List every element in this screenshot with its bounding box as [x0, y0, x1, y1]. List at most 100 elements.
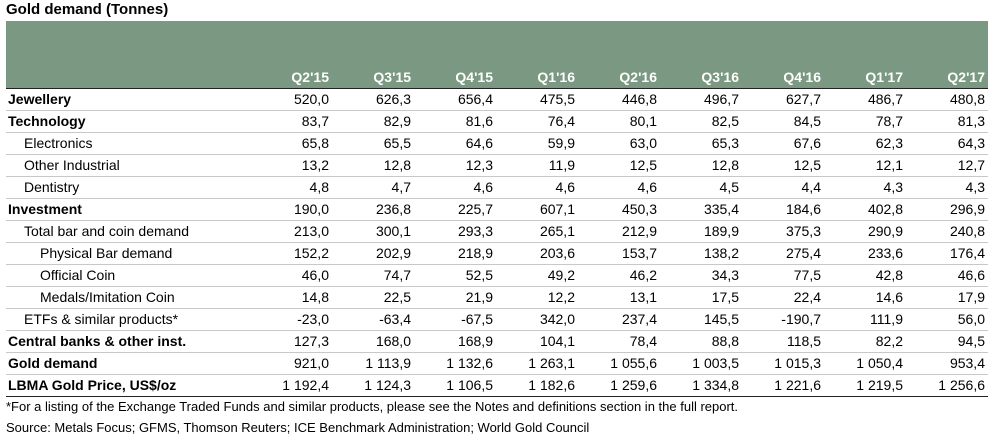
cell-value: 296,9 — [949, 201, 985, 217]
table-row: Electronics 65,8 65,5 64,6 59,9 63,0 65,3 67,6 6… — [6, 133, 988, 155]
cell-value: 153,7 — [621, 245, 657, 261]
cell-value: 118,5 — [787, 333, 821, 349]
gold-demand-table: Jewellery 520,0 626,3 656,4 475,5 446,8 496,7 6… — [6, 88, 988, 397]
table-header-band — [6, 21, 988, 88]
cell-value: 4,3 — [883, 179, 903, 195]
cell-value: 74,7 — [383, 267, 411, 283]
cell-value: 4,7 — [391, 179, 411, 195]
row-label: Other Industrial — [24, 157, 120, 173]
cell-value: 402,8 — [867, 201, 903, 217]
cell-value: 12,1 — [875, 157, 903, 173]
cell-value: 475,5 — [539, 91, 575, 107]
cell-value: 1 113,9 — [365, 355, 411, 371]
cell-value: 656,4 — [457, 91, 493, 107]
table-row: Investment 190,0 236,8 225,7 607,1 450,3 335,4… — [6, 198, 988, 221]
cell-value: 152,2 — [293, 245, 329, 261]
cell-value: 203,6 — [539, 245, 575, 261]
column-header: Q1'17 — [865, 69, 903, 85]
cell-value: 1 334,8 — [692, 377, 739, 393]
cell-value: 1 015,3 — [774, 355, 821, 371]
cell-value: 12,5 — [793, 157, 821, 173]
row-label: Electronics — [24, 135, 93, 151]
cell-value: 14,8 — [301, 289, 329, 305]
cell-value: 176,4 — [949, 245, 985, 261]
header-label-spacer — [6, 66, 250, 88]
cell-value: 62,3 — [875, 135, 903, 151]
cell-value: 13,2 — [301, 157, 329, 173]
table-row: Physical Bar demand 152,2 202,9 218,9 203,6 1… — [6, 243, 988, 265]
footnote: *For a listing of the Exchange Traded Fu… — [6, 399, 739, 414]
cell-value: 265,1 — [539, 223, 575, 239]
cell-value: 82,2 — [875, 333, 903, 349]
cell-value: 335,4 — [703, 201, 739, 217]
table-row: Official Coin 46,0 74,7 52,5 49,2 46,2 34,3 77,… — [6, 265, 988, 287]
cell-value: 12,2 — [547, 289, 575, 305]
cell-value: 607,1 — [539, 201, 575, 217]
cell-value: 290,9 — [867, 223, 903, 239]
cell-value: 1 050,4 — [856, 355, 903, 371]
row-label: ETFs & similar products* — [24, 311, 179, 327]
cell-value: 4,3 — [965, 179, 985, 195]
cell-value: 111,9 — [870, 311, 903, 327]
cell-value: 46,2 — [629, 267, 657, 283]
cell-value: 1 124,3 — [364, 377, 411, 393]
table-row: Jewellery 520,0 626,3 656,4 475,5 446,8 496,7 6… — [6, 88, 988, 111]
cell-value: -190,7 — [781, 311, 821, 327]
table-row: Technology 83,7 82,9 81,6 76,4 80,1 82,5 84,5 78… — [6, 110, 988, 133]
cell-value: 1 221,6 — [774, 377, 821, 393]
table-row: Other Industrial 13,2 12,8 12,3 11,9 12,5 12,8… — [6, 155, 988, 177]
cell-value: 520,0 — [293, 91, 329, 107]
cell-value: 1 263,1 — [528, 355, 575, 371]
cell-value: 1 055,6 — [610, 355, 657, 371]
table-title: Gold demand (Tonnes) — [6, 1, 169, 18]
cell-value: 63,0 — [629, 135, 657, 151]
cell-value: 104,1 — [539, 333, 575, 349]
cell-value: 4,4 — [801, 179, 821, 195]
cell-value: 190,0 — [293, 201, 329, 217]
cell-value: 184,6 — [785, 201, 821, 217]
cell-value: 46,6 — [957, 267, 985, 283]
cell-value: 138,2 — [703, 245, 739, 261]
cell-value: 450,3 — [621, 201, 657, 217]
cell-value: 168,0 — [375, 333, 411, 349]
row-label: Dentistry — [24, 179, 80, 195]
row-label: Medals/Imitation Coin — [40, 289, 175, 305]
cell-value: 81,3 — [957, 113, 985, 129]
cell-value: 213,0 — [293, 223, 329, 239]
cell-value: 168,9 — [457, 333, 493, 349]
cell-value: 4,6 — [637, 179, 657, 195]
row-label: Investment — [8, 201, 82, 217]
cell-value: 83,7 — [301, 113, 329, 129]
cell-value: -63,4 — [379, 311, 411, 327]
cell-value: 225,7 — [457, 201, 493, 217]
cell-value: 65,8 — [301, 135, 329, 151]
column-header: Q2'17 — [947, 69, 985, 85]
table-row: Gold demand 921,0 1 113,9 1 132,6 1 263,1 1 0… — [6, 352, 988, 375]
cell-value: 1 192,4 — [282, 377, 329, 393]
cell-value: 17,5 — [711, 289, 739, 305]
cell-value: 953,4 — [949, 355, 985, 371]
cell-value: 233,6 — [867, 245, 903, 261]
cell-value: 42,8 — [875, 267, 903, 283]
cell-value: 496,7 — [703, 91, 739, 107]
cell-value: -23,0 — [297, 311, 329, 327]
cell-value: 12,5 — [629, 157, 657, 173]
cell-value: 236,8 — [375, 201, 411, 217]
cell-value: 82,5 — [711, 113, 739, 129]
table-row: Total bar and coin demand 213,0 300,1 293,3… — [6, 221, 988, 243]
row-label: LBMA Gold Price, US$/oz — [8, 377, 177, 393]
row-label: Total bar and coin demand — [24, 223, 189, 239]
cell-value: 81,6 — [465, 113, 493, 129]
row-label: Gold demand — [8, 355, 98, 371]
column-header: Q3'16 — [701, 69, 739, 85]
cell-value: 627,7 — [785, 91, 821, 107]
cell-value: 82,9 — [383, 113, 411, 129]
cell-value: 76,4 — [547, 113, 575, 129]
cell-value: 22,4 — [793, 289, 821, 305]
cell-value: 14,6 — [875, 289, 903, 305]
cell-value: 375,3 — [785, 223, 821, 239]
table-row: ETFs & similar products* -23,0 -63,4 -67,5 3… — [6, 309, 988, 331]
column-header: Q3'15 — [373, 69, 411, 85]
cell-value: 11,9 — [548, 157, 575, 173]
cell-value: 1 003,5 — [692, 355, 739, 371]
